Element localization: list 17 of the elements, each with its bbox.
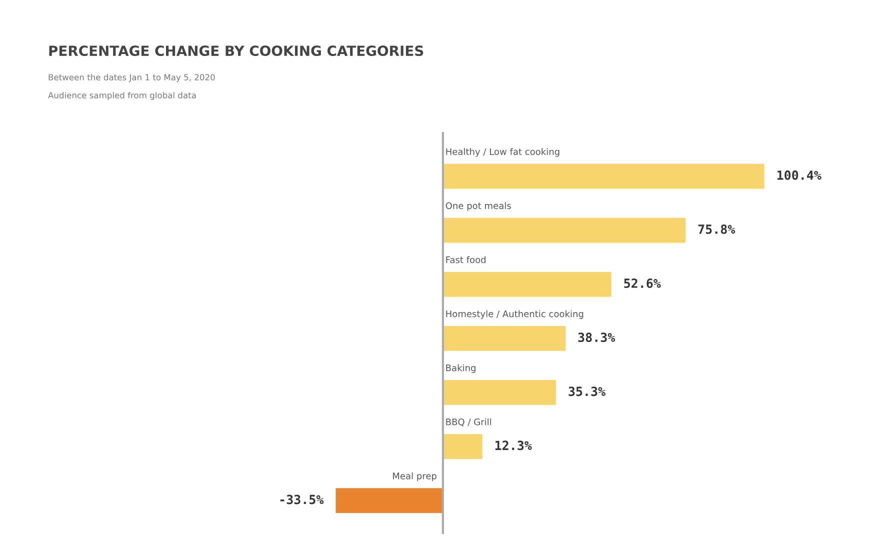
y-tick-label: Baking — [446, 364, 476, 373]
y-tick-label: Homestyle / Authentic cooking — [446, 310, 584, 319]
data-label: 38.3% — [578, 332, 616, 342]
data-label: 75.8% — [698, 224, 736, 234]
y-tick-label: One pot meals — [446, 202, 511, 211]
y-tick-label: Meal prep — [393, 472, 436, 482]
text: Audience sampled from global data — [48, 92, 196, 100]
data-label: 35.3% — [568, 386, 606, 396]
data-label: 52.6% — [624, 278, 661, 288]
data-label: 100.4% — [777, 170, 822, 180]
chart-title: PERCENTAGE CHANGE BY COOKING CATEGORIES — [49, 46, 424, 56]
text: Between the dates Jan 1 to May 5, 2020 — [48, 74, 215, 82]
y-tick-label: BBQ / Grill — [446, 418, 491, 426]
y-tick-label: Healthy / Low fat cooking — [446, 148, 560, 157]
data-label: 12.3% — [495, 440, 532, 450]
y-tick-label: Fast food — [446, 256, 486, 264]
data-label: -33.5% — [280, 494, 324, 504]
